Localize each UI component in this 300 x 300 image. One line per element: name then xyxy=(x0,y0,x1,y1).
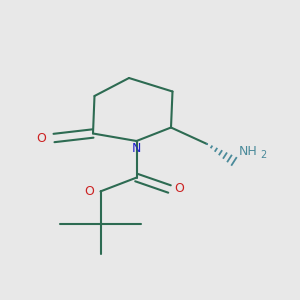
Text: O: O xyxy=(174,182,184,196)
Text: O: O xyxy=(37,131,46,145)
Text: N: N xyxy=(132,142,141,155)
Text: O: O xyxy=(85,185,94,198)
Text: 2: 2 xyxy=(260,151,267,160)
Text: NH: NH xyxy=(238,146,257,158)
